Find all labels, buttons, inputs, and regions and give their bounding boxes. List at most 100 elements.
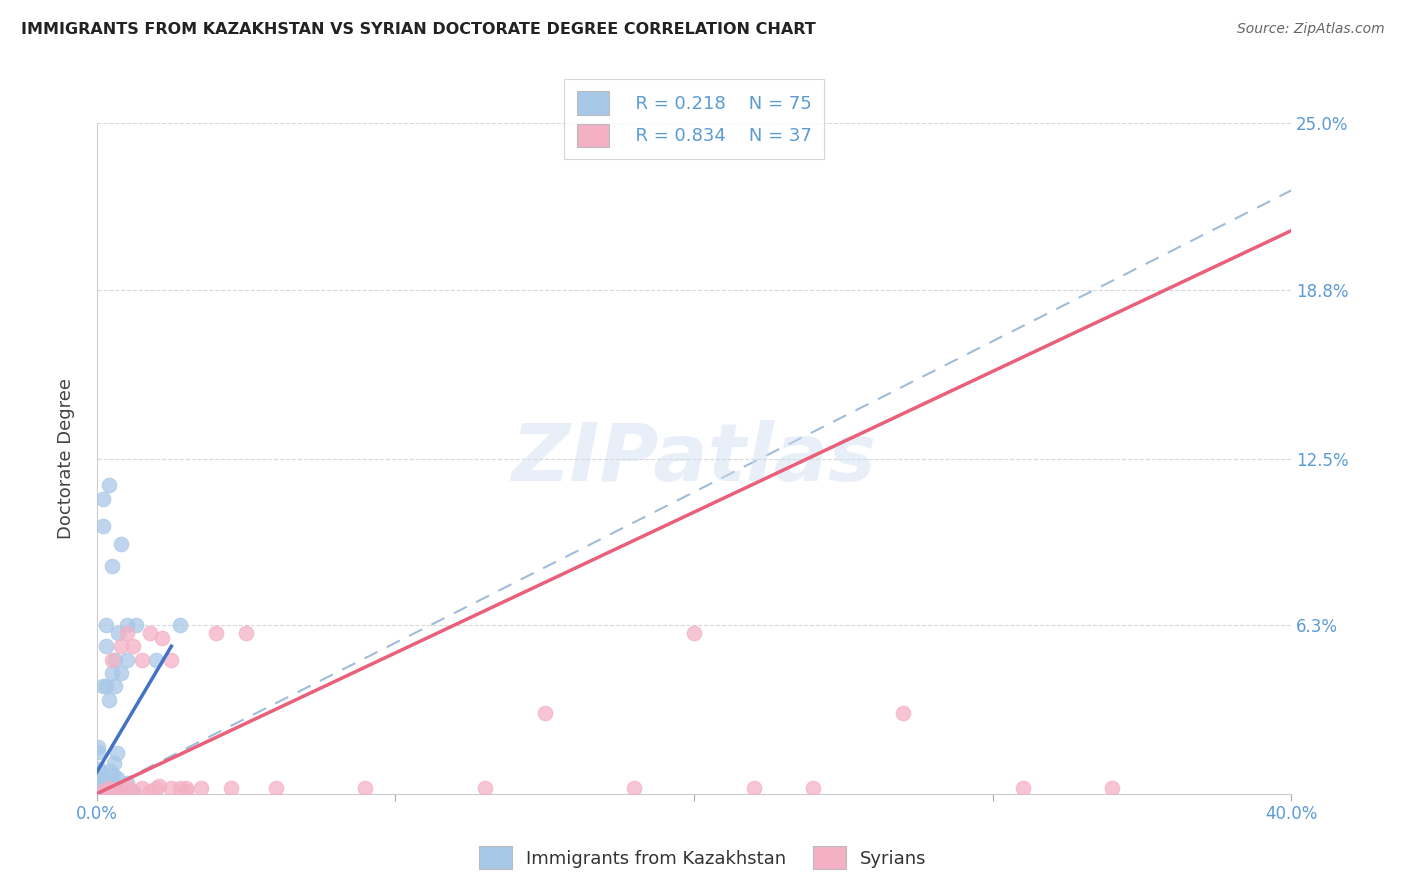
Point <box>103 768 125 782</box>
Point <box>97 478 120 492</box>
Point <box>104 652 127 666</box>
Point <box>623 781 645 796</box>
Point <box>110 639 132 653</box>
Point <box>131 652 153 666</box>
Point <box>533 706 555 721</box>
Point <box>160 652 183 666</box>
Y-axis label: Doctorate Degree: Doctorate Degree <box>58 378 75 539</box>
Point <box>105 786 128 800</box>
Point <box>86 782 108 797</box>
Point <box>90 780 112 794</box>
Point <box>103 756 125 770</box>
Point <box>91 784 114 798</box>
Point <box>98 783 121 797</box>
Point <box>87 786 110 800</box>
Point <box>97 782 120 797</box>
Point <box>91 518 114 533</box>
Point <box>169 781 191 796</box>
Point <box>803 781 825 796</box>
Point <box>97 786 120 800</box>
Point <box>101 780 124 795</box>
Point <box>97 779 120 793</box>
Point <box>94 777 117 791</box>
Point <box>139 625 162 640</box>
Point <box>97 693 120 707</box>
Point <box>104 784 127 798</box>
Point <box>115 776 138 790</box>
Point <box>474 781 496 796</box>
Point <box>90 780 112 794</box>
Point <box>87 783 110 797</box>
Point <box>121 639 143 653</box>
Point <box>145 652 167 666</box>
Point <box>121 784 143 798</box>
Point <box>115 617 138 632</box>
Point <box>94 782 117 797</box>
Point <box>176 781 198 796</box>
Point <box>107 786 129 800</box>
Point <box>742 781 765 796</box>
Point <box>94 680 117 694</box>
Point <box>93 777 115 791</box>
Point <box>114 783 136 797</box>
Point <box>87 770 110 784</box>
Point <box>96 780 118 794</box>
Point <box>145 781 167 796</box>
Point <box>264 781 287 796</box>
Point <box>1101 781 1123 796</box>
Point <box>86 739 108 754</box>
Point <box>86 745 108 759</box>
Point <box>98 764 121 778</box>
Point <box>105 786 128 800</box>
Point <box>139 784 162 798</box>
Point <box>91 491 114 506</box>
Point <box>111 786 134 800</box>
Point <box>100 558 122 573</box>
Point <box>89 777 111 791</box>
Point <box>122 786 145 800</box>
Point <box>87 782 110 797</box>
Point <box>94 786 117 800</box>
Point <box>94 617 117 632</box>
Point <box>100 666 122 681</box>
Point <box>108 782 131 797</box>
Point <box>205 625 228 640</box>
Point <box>1011 781 1033 796</box>
Point <box>100 781 122 796</box>
Point <box>219 781 242 796</box>
Point <box>87 764 110 778</box>
Point <box>683 625 706 640</box>
Point <box>100 652 122 666</box>
Point <box>87 777 110 791</box>
Point <box>110 781 132 796</box>
Point <box>160 781 183 796</box>
Point <box>110 666 132 681</box>
Point <box>89 762 111 776</box>
Point <box>190 781 212 796</box>
Point <box>115 625 138 640</box>
Text: ZIPatlas: ZIPatlas <box>512 419 876 498</box>
Point <box>97 780 120 794</box>
Point <box>91 773 114 788</box>
Point <box>105 771 128 785</box>
Point <box>115 652 138 666</box>
Point <box>891 706 914 721</box>
Point <box>103 777 125 791</box>
Point <box>169 617 191 632</box>
Point <box>91 680 114 694</box>
Point <box>97 781 120 796</box>
Point <box>87 778 110 792</box>
Point <box>90 766 112 780</box>
Point <box>94 783 117 797</box>
Point <box>115 779 138 793</box>
Point <box>91 771 114 785</box>
Point <box>94 639 117 653</box>
Point <box>89 780 111 795</box>
Point <box>90 779 112 793</box>
Point <box>93 780 115 795</box>
Point <box>176 784 198 798</box>
Text: Source: ZipAtlas.com: Source: ZipAtlas.com <box>1237 22 1385 37</box>
Point <box>152 631 174 645</box>
Text: IMMIGRANTS FROM KAZAKHSTAN VS SYRIAN DOCTORATE DEGREE CORRELATION CHART: IMMIGRANTS FROM KAZAKHSTAN VS SYRIAN DOC… <box>21 22 815 37</box>
Point <box>97 782 120 797</box>
